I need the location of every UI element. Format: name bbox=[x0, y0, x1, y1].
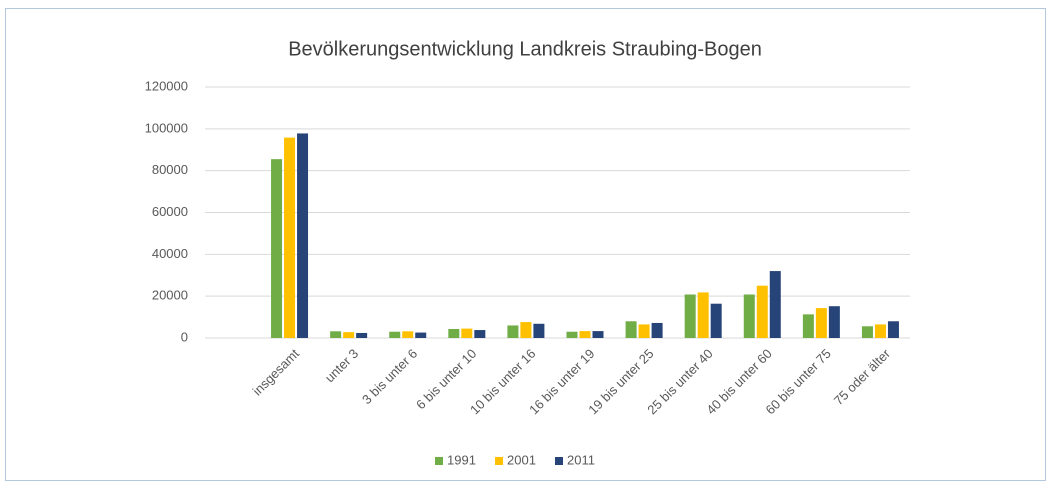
bar bbox=[697, 292, 709, 338]
bar bbox=[520, 322, 532, 338]
legend-label: 2011 bbox=[567, 452, 595, 467]
bar bbox=[756, 285, 768, 338]
y-tick-label: 20000 bbox=[152, 288, 188, 303]
bar bbox=[284, 137, 296, 338]
bar bbox=[533, 323, 545, 338]
bar bbox=[802, 314, 814, 338]
bar bbox=[710, 303, 722, 338]
y-tick-label: 80000 bbox=[152, 162, 188, 177]
y-tick-label: 40000 bbox=[152, 246, 188, 261]
bar bbox=[743, 294, 755, 338]
bar bbox=[389, 331, 401, 338]
bar bbox=[874, 324, 886, 338]
bar bbox=[356, 332, 368, 338]
bar bbox=[684, 294, 696, 338]
legend-swatch bbox=[435, 457, 443, 465]
bar bbox=[579, 331, 591, 338]
bar bbox=[271, 159, 283, 338]
legend-label: 1991 bbox=[447, 452, 476, 467]
legend-swatch bbox=[555, 457, 563, 465]
chart-title: Bevölkerungsentwicklung Landkreis Straub… bbox=[288, 38, 762, 60]
bar bbox=[861, 326, 873, 338]
y-tick-label: 100000 bbox=[145, 120, 188, 135]
bar bbox=[415, 332, 427, 338]
bar bbox=[461, 328, 473, 338]
bar bbox=[769, 271, 781, 338]
bar bbox=[592, 331, 604, 338]
bar bbox=[448, 329, 460, 338]
bar bbox=[474, 330, 486, 338]
bar bbox=[297, 133, 309, 338]
legend-swatch bbox=[495, 457, 503, 465]
bar bbox=[651, 322, 663, 338]
bar bbox=[887, 321, 899, 338]
bar bbox=[566, 331, 578, 338]
bar bbox=[828, 306, 840, 338]
bar bbox=[638, 324, 650, 338]
bar bbox=[343, 332, 355, 338]
bar bbox=[330, 331, 342, 338]
bar bbox=[402, 331, 414, 338]
y-tick-label: 0 bbox=[181, 329, 188, 344]
y-tick-label: 60000 bbox=[152, 204, 188, 219]
legend-label: 2001 bbox=[507, 452, 536, 467]
bar bbox=[625, 321, 637, 338]
y-tick-label: 120000 bbox=[145, 78, 188, 93]
bar bbox=[507, 325, 519, 338]
bar bbox=[815, 308, 827, 338]
